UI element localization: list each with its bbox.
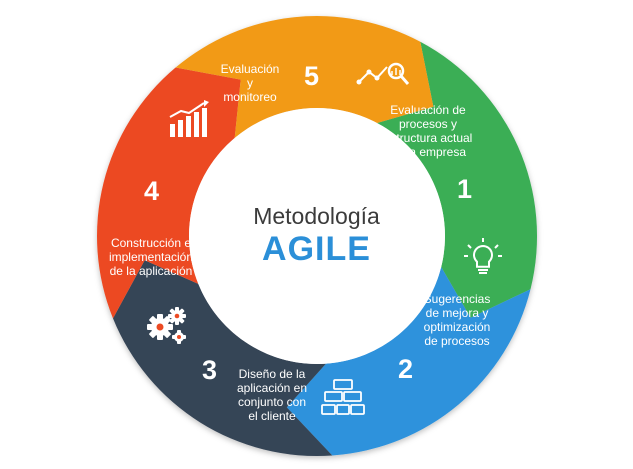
segment-step-5	[175, 16, 434, 138]
segment-step-2	[286, 267, 531, 456]
step-4-label: Construcción e implementación de la apli…	[108, 236, 194, 278]
step-3-label: Diseño de la aplicación en conjunto con …	[236, 367, 308, 423]
lightbulb-icon	[464, 238, 502, 274]
step-3-number: 3	[202, 355, 218, 385]
step-5-number: 5	[304, 61, 320, 91]
step-5-label: Evaluación y monitoreo	[220, 62, 280, 104]
bar-chart-icon	[169, 100, 209, 137]
center-hub	[189, 108, 445, 364]
analytics-magnifier-icon	[356, 62, 410, 85]
center-title: Metodología	[253, 203, 380, 229]
step-1-number: 1	[457, 174, 473, 204]
step-4-number: 4	[144, 176, 160, 206]
segment-step-1	[377, 41, 538, 318]
step-2-number: 2	[398, 354, 414, 384]
segment-step-3	[113, 260, 333, 457]
bricks-icon	[321, 379, 365, 415]
gears-icon	[147, 307, 186, 344]
center-subtitle: AGILE	[262, 230, 371, 268]
step-2-label: Sugerencias de mejora y optimización de …	[423, 292, 491, 348]
step-1-label: Evaluación de procesos y estructura actu…	[383, 103, 473, 159]
